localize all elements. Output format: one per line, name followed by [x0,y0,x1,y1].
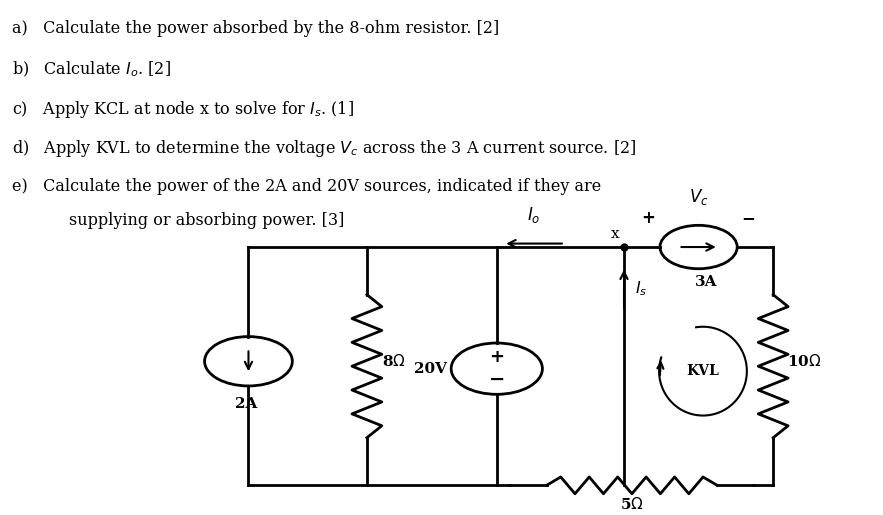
Text: a)   Calculate the power absorbed by the 8-ohm resistor. [2]: a) Calculate the power absorbed by the 8… [11,20,499,37]
Text: KVL: KVL [687,364,720,378]
Text: −: − [488,370,505,389]
Text: 8$\Omega$: 8$\Omega$ [381,353,405,369]
Text: supplying or absorbing power. [3]: supplying or absorbing power. [3] [69,213,344,230]
Text: $V_c$: $V_c$ [689,186,708,207]
Text: 3A: 3A [695,274,718,289]
Text: d)   Apply KVL to determine the voltage $V_c$ across the 3 A current source. [2]: d) Apply KVL to determine the voltage $V… [11,139,636,160]
Text: 20V: 20V [414,362,447,375]
Text: e)   Calculate the power of the 2A and 20V sources, indicated if they are: e) Calculate the power of the 2A and 20V… [11,178,600,195]
Text: x: x [611,227,620,241]
Text: −: − [742,209,756,227]
Text: $I_o$: $I_o$ [527,205,540,225]
Text: 5$\Omega$: 5$\Omega$ [620,496,644,512]
Text: 2A: 2A [235,397,257,411]
Text: +: + [642,209,655,227]
Text: +: + [489,348,504,366]
Text: b)   Calculate $I_o$. [2]: b) Calculate $I_o$. [2] [11,60,170,79]
Text: $I_s$: $I_s$ [636,280,648,298]
Text: c)   Apply KCL at node x to solve for $I_s$. (1]: c) Apply KCL at node x to solve for $I_s… [11,99,353,120]
Text: 10$\Omega$: 10$\Omega$ [788,353,821,369]
